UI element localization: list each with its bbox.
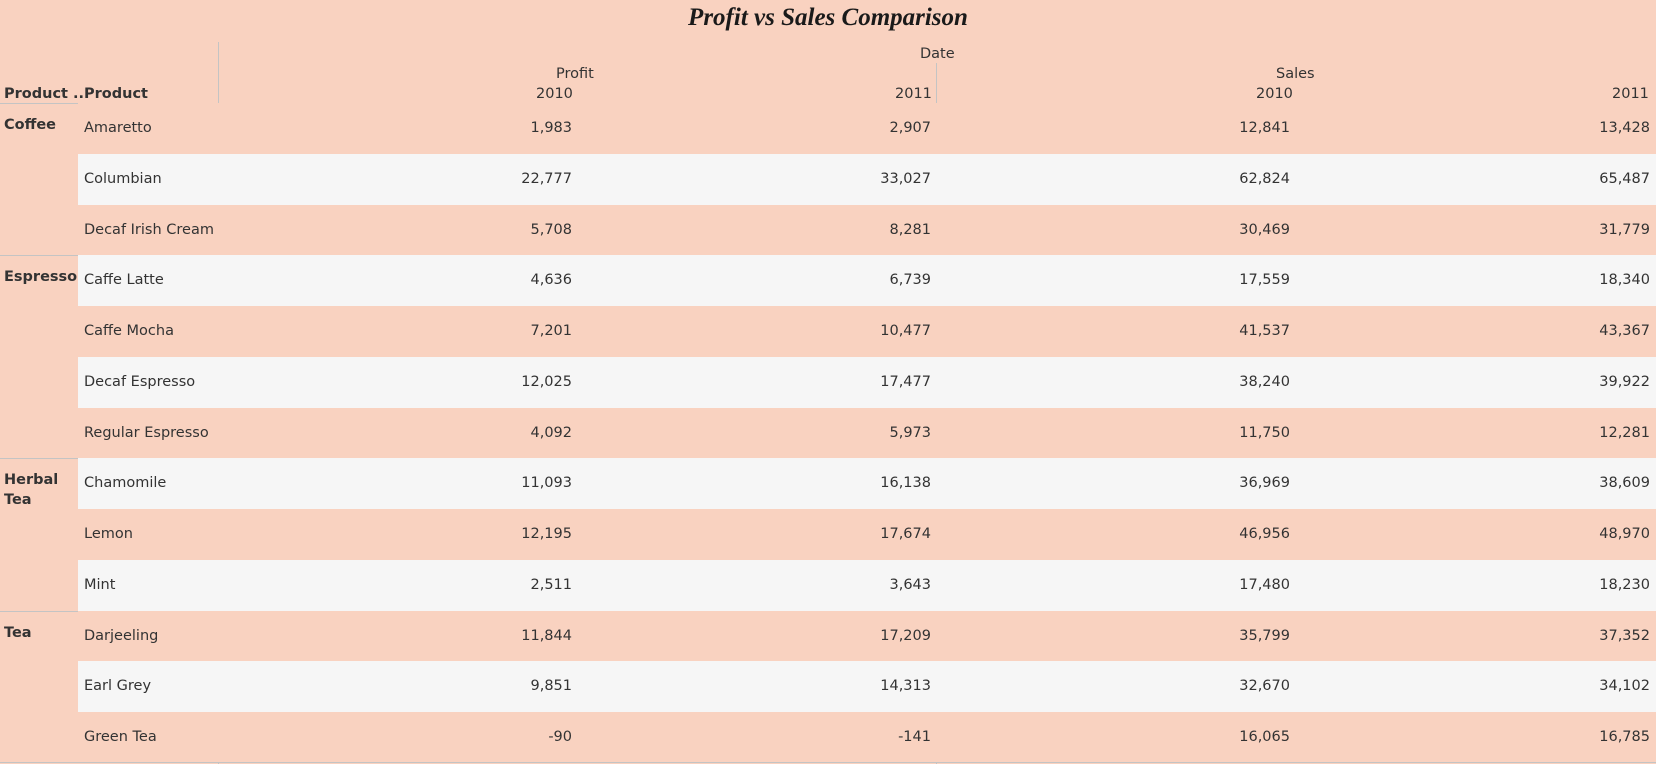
value-cell[interactable]: 7,201: [530, 323, 572, 340]
value-cell[interactable]: -90: [548, 729, 572, 746]
table-row[interactable]: [78, 610, 1656, 662]
product-label[interactable]: Decaf Espresso: [84, 373, 196, 390]
value-cell[interactable]: 31,779: [1599, 221, 1650, 238]
value-cell[interactable]: 34,102: [1599, 678, 1650, 695]
value-cell[interactable]: 37,352: [1599, 627, 1650, 644]
value-cell[interactable]: 11,844: [521, 627, 572, 644]
table-row[interactable]: [78, 204, 1656, 256]
product-label[interactable]: Columbian: [84, 170, 162, 187]
value-cell[interactable]: 33,027: [880, 170, 931, 187]
category-label[interactable]: Coffee: [4, 117, 57, 133]
sales-2011-header: 2011: [1612, 86, 1649, 102]
table-row[interactable]: [78, 712, 1656, 763]
value-cell[interactable]: 8,281: [889, 221, 931, 238]
value-cell[interactable]: 17,477: [880, 373, 931, 390]
product-label[interactable]: Regular Espresso: [84, 424, 209, 441]
row-header-product[interactable]: Product: [84, 86, 148, 102]
date-header: Date: [920, 46, 955, 62]
value-cell[interactable]: 10,477: [880, 323, 931, 340]
table-row[interactable]: [78, 407, 1656, 459]
chart-title: Profit vs Sales Comparison: [688, 4, 968, 31]
table-row[interactable]: [78, 153, 1656, 205]
table-bottom-line: [0, 762, 1656, 763]
value-cell[interactable]: 13,428: [1599, 120, 1650, 136]
value-cell[interactable]: 6,739: [889, 272, 931, 289]
value-cell[interactable]: 41,537: [1239, 323, 1290, 340]
table-row[interactable]: [78, 661, 1656, 713]
value-cell[interactable]: 62,824: [1239, 170, 1290, 187]
table-row[interactable]: [78, 509, 1656, 560]
value-cell[interactable]: 4,092: [530, 424, 572, 441]
value-cell[interactable]: 12,025: [521, 373, 572, 390]
profit-2011-header: 2011: [895, 86, 932, 102]
table-row[interactable]: [78, 559, 1656, 611]
data-table: Coffee Amaretto 1,983 2,907 12,841 13,428 Colu…: [0, 103, 1656, 763]
value-cell[interactable]: 17,480: [1239, 576, 1290, 593]
value-cell[interactable]: 9,851: [530, 678, 572, 695]
value-cell[interactable]: 38,609: [1599, 475, 1650, 492]
table-row[interactable]: [78, 103, 1656, 154]
value-cell[interactable]: 32,670: [1239, 678, 1290, 695]
table-row[interactable]: [78, 306, 1656, 357]
value-cell[interactable]: 1,983: [530, 120, 572, 136]
value-cell[interactable]: 36,969: [1239, 475, 1290, 492]
value-cell[interactable]: 65,487: [1599, 170, 1650, 187]
category-label[interactable]: Tea: [4, 624, 32, 641]
table-row[interactable]: [78, 255, 1656, 307]
value-cell[interactable]: 5,708: [530, 221, 572, 238]
value-cell[interactable]: -141: [898, 729, 931, 746]
value-cell[interactable]: 12,195: [521, 526, 572, 543]
value-cell[interactable]: 4,636: [530, 272, 572, 289]
sales-2010-header: 2010: [1256, 86, 1293, 102]
category-label[interactable]: Herbal Tea: [4, 472, 59, 509]
value-cell[interactable]: 16,138: [880, 475, 931, 492]
product-label[interactable]: Lemon: [84, 526, 133, 543]
value-cell[interactable]: 17,209: [880, 627, 931, 644]
value-cell[interactable]: 17,559: [1239, 272, 1290, 289]
value-cell[interactable]: 12,841: [1239, 120, 1290, 136]
table-row[interactable]: [78, 458, 1656, 510]
product-label[interactable]: Decaf Irish Cream: [84, 221, 214, 238]
product-label[interactable]: Green Tea: [84, 729, 157, 746]
value-cell[interactable]: 22,777: [521, 170, 572, 187]
product-label[interactable]: Caffe Latte: [84, 272, 164, 289]
product-label[interactable]: Chamomile: [84, 475, 167, 492]
product-label[interactable]: Darjeeling: [84, 627, 159, 644]
value-cell[interactable]: 16,785: [1599, 729, 1650, 746]
value-cell[interactable]: 39,922: [1599, 373, 1650, 390]
value-cell[interactable]: 43,367: [1599, 323, 1650, 340]
profit-header: Profit: [556, 66, 594, 82]
product-label[interactable]: Earl Grey: [84, 678, 152, 695]
value-cell[interactable]: 18,230: [1599, 576, 1650, 593]
product-label[interactable]: Mint: [84, 576, 116, 593]
value-cell[interactable]: 14,313: [880, 678, 931, 695]
value-cell[interactable]: 2,907: [889, 120, 931, 136]
product-label[interactable]: Caffe Mocha: [84, 323, 174, 340]
sales-header: Sales: [1276, 66, 1315, 82]
value-cell[interactable]: 38,240: [1239, 373, 1290, 390]
value-cell[interactable]: 16,065: [1239, 729, 1290, 746]
value-cell[interactable]: 30,469: [1239, 221, 1290, 238]
value-cell[interactable]: 48,970: [1599, 526, 1650, 543]
value-cell[interactable]: 12,281: [1599, 424, 1650, 441]
category-label[interactable]: Espresso: [4, 269, 78, 286]
profit-2010-header: 2010: [536, 86, 573, 102]
row-header-category[interactable]: Product ..: [4, 86, 85, 102]
value-cell[interactable]: 11,093: [521, 475, 572, 492]
value-cell[interactable]: 46,956: [1239, 526, 1290, 543]
value-cell[interactable]: 17,674: [880, 526, 931, 543]
table-row[interactable]: [78, 356, 1656, 408]
value-cell[interactable]: 18,340: [1599, 272, 1650, 289]
value-cell[interactable]: 2,511: [530, 576, 572, 593]
value-cell[interactable]: 11,750: [1239, 424, 1290, 441]
product-label[interactable]: Amaretto: [84, 120, 152, 136]
value-cell[interactable]: 5,973: [889, 424, 931, 441]
value-cell[interactable]: 35,799: [1239, 627, 1290, 644]
value-cell[interactable]: 3,643: [889, 576, 931, 593]
